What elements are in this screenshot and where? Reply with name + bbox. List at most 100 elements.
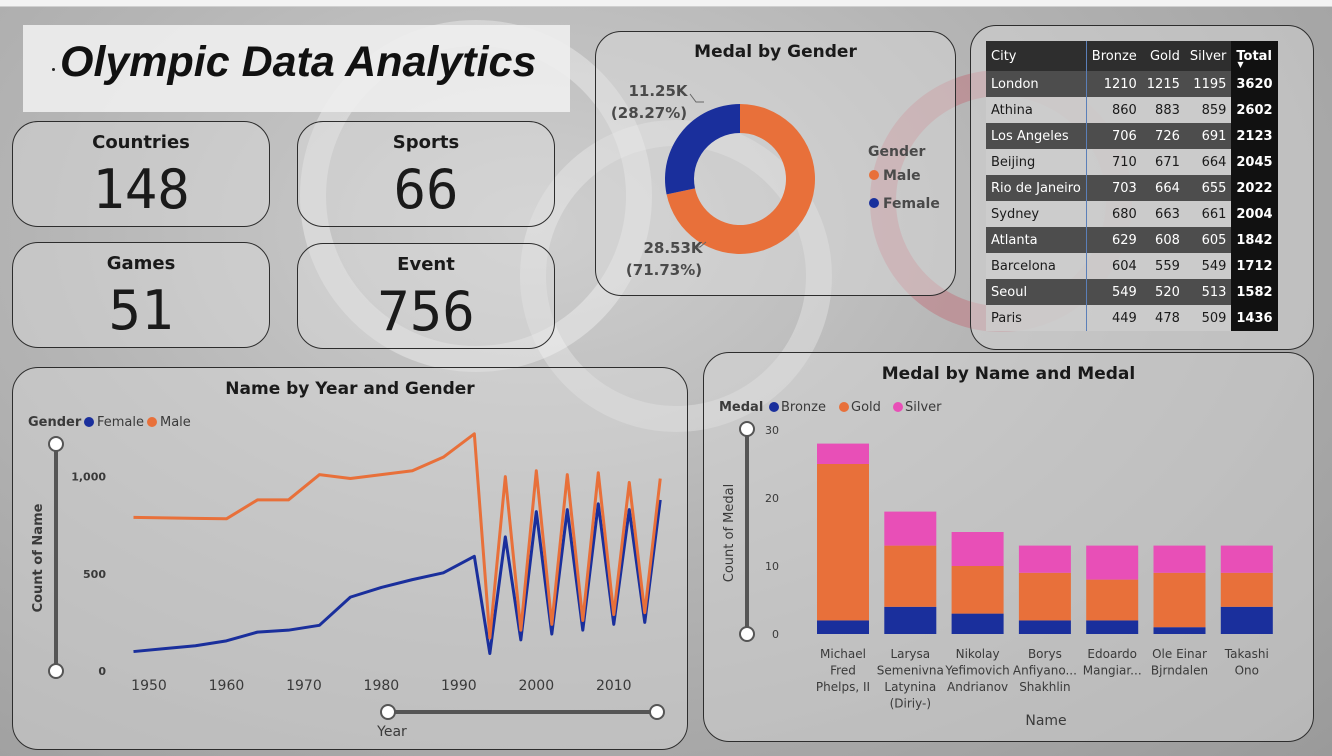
table-cell-total: 1712 [1231, 253, 1278, 279]
bar-segment-silver[interactable] [1086, 545, 1139, 580]
table-row[interactable]: Atlanta 629 608 605 1842 [986, 227, 1278, 253]
column-header-gold[interactable]: Gold [1141, 41, 1185, 71]
bar-segment-bronze[interactable] [817, 620, 869, 634]
column-header-total[interactable]: Total ▼ [1231, 41, 1278, 71]
legend-bronze-label[interactable]: Bronze [781, 400, 826, 415]
legend-male-label[interactable]: Male [160, 415, 191, 430]
table-cell-bronze: 703 [1086, 175, 1142, 201]
column-header-city[interactable]: City [986, 41, 1087, 71]
male-pct-label: (71.73%) [626, 261, 702, 279]
donut-chart[interactable]: 11.25K (28.27%) 28.53K (71.73%) Gender M… [596, 32, 957, 297]
medal-by-name-visual[interactable]: Medal by Name and Medal Medal Bronze Gold… [703, 352, 1314, 742]
table-cell-total: 3620 [1231, 71, 1278, 97]
legend-silver-label[interactable]: Silver [905, 400, 942, 415]
male-data-label: 28.53K [643, 239, 703, 257]
table-cell-total: 2045 [1231, 149, 1278, 175]
y-range-slider-handle-bottom[interactable] [739, 626, 755, 642]
kpi-card-countries[interactable]: Countries 148 [12, 121, 270, 227]
x-category-label: Ole Einar [1152, 647, 1207, 661]
line-series-female[interactable] [133, 499, 662, 656]
bar-segment-bronze[interactable] [951, 613, 1004, 634]
table-row[interactable]: London 1210 1215 1195 3620 [986, 71, 1278, 97]
bar-segment-bronze[interactable] [1220, 606, 1273, 634]
bar-segment-bronze[interactable] [1018, 620, 1071, 634]
sort-descending-icon[interactable]: ▼ [1237, 60, 1244, 69]
bar-segment-silver[interactable] [1220, 545, 1273, 573]
y-tick-label: 0 [772, 628, 779, 641]
table-row[interactable]: Athina 860 883 859 2602 [986, 97, 1278, 123]
bar-segment-silver[interactable] [884, 511, 937, 546]
x-category-label: Fred [830, 664, 856, 678]
title-box [23, 25, 570, 112]
female-pct-label: (28.27%) [611, 104, 687, 122]
x-category-label: Borys [1028, 647, 1062, 661]
bar-segment-silver[interactable] [1153, 545, 1206, 573]
x-tick-label: 1950 [131, 678, 167, 694]
legend-male-marker [147, 417, 157, 427]
bar-segment-gold[interactable] [951, 566, 1004, 614]
table-cell-gold: 726 [1141, 123, 1185, 149]
bar-segment-silver[interactable] [1018, 545, 1071, 573]
kpi-card-event[interactable]: Event 756 [297, 243, 555, 349]
visual-title: Medal by Gender [694, 42, 857, 62]
legend-female-label[interactable]: Female [883, 196, 940, 212]
x-tick-label: 2000 [518, 678, 554, 694]
y-range-slider-handle-bottom[interactable] [48, 663, 64, 679]
bar-segment-silver[interactable] [951, 532, 1004, 566]
kpi-value: 51 [108, 279, 174, 342]
bar-segment-gold[interactable] [1018, 572, 1071, 621]
donut-slice-male[interactable] [666, 104, 815, 255]
x-category-label: Takashi [1224, 647, 1269, 661]
name-by-year-visual[interactable]: Name by Year and Gender Gender Female Ma… [12, 367, 688, 750]
bar-segment-bronze[interactable] [1086, 620, 1139, 634]
bar-segment-bronze[interactable] [884, 606, 937, 634]
bar-segment-gold[interactable] [1220, 572, 1273, 607]
x-range-slider-handle-right[interactable] [649, 704, 665, 720]
bar-segment-silver[interactable] [817, 443, 869, 464]
medal-by-gender-visual[interactable]: Medal by Gender 11.25K (28.27%) 28.53K (… [595, 31, 956, 296]
bar-segment-gold[interactable] [1153, 572, 1206, 628]
table-cell-gold: 520 [1141, 279, 1185, 305]
table-row[interactable]: Barcelona 604 559 549 1712 [986, 253, 1278, 279]
stacked-bar-chart[interactable]: Medal Bronze Gold Silver Count of Medal 0 1… [704, 353, 1315, 743]
donut-slice-female[interactable] [665, 104, 740, 195]
column-header-silver[interactable]: Silver [1184, 41, 1232, 71]
line-series-male[interactable] [133, 432, 662, 640]
column-header-total-label: Total [1236, 48, 1272, 64]
kpi-card-games[interactable]: Games 51 [12, 242, 270, 348]
table-row[interactable]: Beijing 710 671 664 2045 [986, 149, 1278, 175]
x-tick-label: 1990 [441, 678, 477, 694]
kpi-value: 148 [92, 158, 190, 221]
legend-female-marker [869, 198, 879, 208]
legend-male-label[interactable]: Male [883, 168, 921, 184]
table-cell-city: Seoul [986, 279, 1087, 305]
column-header-bronze[interactable]: Bronze [1086, 41, 1142, 71]
y-axis-title: Count of Medal [722, 484, 737, 582]
kpi-card-sports[interactable]: Sports 66 [297, 121, 555, 227]
legend-gold-label[interactable]: Gold [851, 400, 881, 415]
x-range-slider-handle-left[interactable] [380, 704, 396, 720]
line-chart[interactable]: Gender Female Male Count of Name 0 500 1,0… [13, 368, 689, 751]
bar-segment-bronze[interactable] [1153, 627, 1206, 634]
table-cell-gold: 1215 [1141, 71, 1185, 97]
bar-segment-gold[interactable] [1086, 579, 1139, 621]
x-category-label: Anfiyano... [1013, 664, 1077, 678]
table-row[interactable]: Sydney 680 663 661 2004 [986, 201, 1278, 227]
y-range-slider-handle-top[interactable] [48, 436, 64, 452]
kpi-label: Sports [392, 132, 460, 153]
table-row[interactable]: Rio de Janeiro 703 664 655 2022 [986, 175, 1278, 201]
table-row[interactable]: Paris 449 478 509 1436 [986, 305, 1278, 331]
table-cell-bronze: 549 [1086, 279, 1142, 305]
table-cell-gold: 883 [1141, 97, 1185, 123]
bar-segment-gold[interactable] [884, 545, 937, 607]
legend-female-label[interactable]: Female [97, 415, 144, 430]
kpi-label: Games [106, 253, 176, 274]
bar-segment-gold[interactable] [817, 464, 869, 621]
y-range-slider-handle-top[interactable] [739, 421, 755, 437]
table-row[interactable]: Seoul 549 520 513 1582 [986, 279, 1278, 305]
x-category-label: Semenivna [877, 664, 944, 678]
visual-title: Name by Year and Gender [225, 379, 475, 399]
city-medal-table[interactable]: City Bronze Gold Silver Total ▼ London 12… [986, 41, 1278, 331]
table-row[interactable]: Los Angeles 706 726 691 2123 [986, 123, 1278, 149]
legend-bronze-marker [769, 402, 779, 412]
